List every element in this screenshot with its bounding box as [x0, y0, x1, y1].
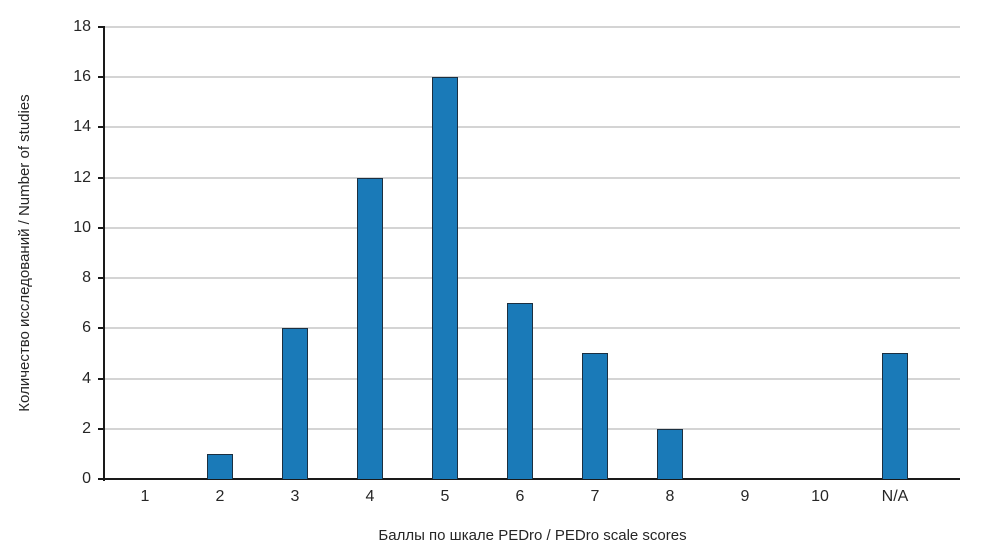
- y-tick-mark: [98, 26, 105, 28]
- bar: [882, 353, 908, 479]
- bar: [207, 453, 233, 479]
- bar: [357, 177, 383, 479]
- y-tick-mark: [98, 478, 105, 480]
- y-tick-label: 2: [82, 419, 91, 437]
- x-axis-title: Баллы по шкале PEDro / PEDro scale score…: [378, 527, 687, 544]
- x-tick-label: 8: [665, 488, 675, 505]
- y-tick-label: 16: [73, 68, 91, 86]
- bar: [507, 303, 533, 479]
- gridline: [105, 277, 960, 280]
- y-tick-mark: [98, 176, 105, 179]
- y-axis-line: [103, 27, 105, 481]
- y-tick-mark: [98, 277, 105, 280]
- x-tick-label: 1: [140, 488, 150, 505]
- gridline: [105, 126, 960, 129]
- y-tick-label: 14: [73, 118, 91, 136]
- x-axis-line: [105, 478, 960, 480]
- x-tick-label: 10: [811, 488, 829, 505]
- x-tick-label: 7: [590, 488, 600, 505]
- y-tick-label: 0: [82, 470, 91, 487]
- bar: [282, 328, 308, 479]
- y-tick-label: 8: [82, 269, 91, 287]
- y-tick-mark: [98, 76, 105, 79]
- y-tick-mark: [98, 427, 105, 430]
- y-tick-mark: [98, 226, 105, 229]
- gridline: [105, 76, 960, 79]
- x-tick-label: 5: [440, 488, 450, 505]
- y-tick-label: 12: [73, 168, 91, 186]
- x-tick-label: 3: [290, 488, 300, 505]
- y-tick-label: 18: [73, 18, 91, 35]
- bar: [432, 77, 458, 479]
- x-tick-label: 2: [215, 488, 225, 505]
- y-tick-label: 6: [82, 319, 91, 337]
- y-tick-label: 10: [73, 218, 91, 236]
- x-tick-label: 4: [365, 488, 375, 505]
- gridline: [105, 226, 960, 229]
- gridline: [105, 26, 960, 28]
- y-tick-label: 4: [82, 369, 91, 387]
- y-axis-title: Количество исследований / Number of stud…: [16, 94, 33, 412]
- gridline: [105, 176, 960, 179]
- x-tick-label: N/A: [881, 488, 909, 505]
- x-tick-label: 6: [515, 488, 525, 505]
- y-tick-mark: [98, 377, 105, 380]
- x-tick-label: 9: [740, 488, 750, 505]
- bar: [582, 353, 608, 479]
- bar: [657, 428, 683, 479]
- y-tick-mark: [98, 126, 105, 129]
- y-tick-mark: [98, 327, 105, 330]
